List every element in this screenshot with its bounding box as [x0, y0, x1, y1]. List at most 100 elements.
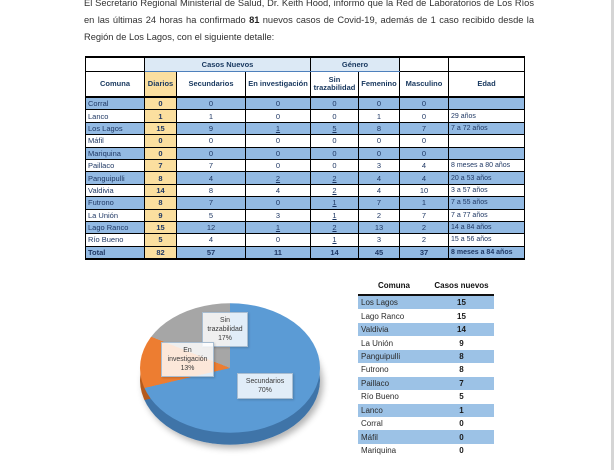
- cell-edad: 20 a 53 años: [448, 171, 526, 185]
- ranking-comuna: Panguipulli: [361, 351, 401, 361]
- cell-secundarios: 7: [176, 158, 246, 173]
- ranking-row: Lago Ranco 15: [358, 309, 494, 323]
- cell-secundarios: 8: [176, 183, 246, 198]
- cell-femenino: 0: [357, 146, 401, 160]
- ranking-casos: 8: [459, 351, 464, 361]
- ranking-casos: 15: [457, 311, 466, 321]
- ranking-header-casos: Casos nuevos: [434, 281, 489, 290]
- ranking-row: Paillaco 7: [358, 376, 494, 391]
- cell-masculino: 0: [399, 134, 450, 148]
- cell-masculino: 1: [399, 196, 450, 210]
- ranking-comuna: Río Bueno: [361, 392, 399, 402]
- ranking-comuna: Corral: [361, 419, 383, 429]
- cell-femenino: 4: [357, 171, 401, 185]
- cell-secundarios: 4: [176, 171, 246, 185]
- cell-masculino: 2: [399, 233, 450, 247]
- cell-edad: 15 a 56 años: [448, 233, 526, 247]
- table1-header-row: Comuna Diarios Secundarios En investigac…: [85, 71, 526, 98]
- cell-diarios: 8: [144, 196, 177, 210]
- cell-comuna: Lago Ranco: [85, 220, 145, 235]
- cell-masculino: 10: [399, 183, 450, 198]
- table1-row: La Unión 9 5 3 1 2 7 7 a 77 años: [85, 208, 526, 222]
- cell-secundarios: 5: [176, 208, 246, 222]
- table1-group-header-row: Casos Nuevos Género: [85, 56, 526, 72]
- intro-text-end: nuevos casos de Covid-19, además de 1 ca…: [84, 15, 535, 43]
- ranking-comuna: Mariquina: [361, 446, 397, 456]
- cell-edad: 7 a 72 años: [448, 121, 526, 136]
- cell-diarios: 15: [144, 121, 177, 136]
- cell-masculino: 0: [399, 109, 450, 123]
- cell-sin_trazabilidad: 1: [310, 208, 359, 222]
- ranking-casos: 15: [457, 298, 466, 308]
- cell-femenino: 2: [357, 208, 401, 222]
- cell-diarios: 0: [144, 134, 177, 148]
- cell-comuna: Futrono: [85, 196, 145, 210]
- cell-femenino: 0: [357, 96, 401, 111]
- cell-femenino: 8: [357, 121, 401, 136]
- ranking-comuna: Futrono: [361, 365, 389, 375]
- pie-label-text: En investigación: [167, 347, 208, 363]
- ranking-row: Río Bueno 5: [358, 390, 494, 404]
- col-header-diarios: Diarios: [144, 71, 177, 98]
- cell-diarios: 14: [144, 183, 177, 198]
- cell-edad: 8 meses a 80 años: [448, 158, 526, 173]
- table1-row: Paillaco 7 7 0 0 3 4 8 meses a 80 años: [85, 158, 526, 173]
- ranking-casos: 0: [459, 419, 464, 429]
- empty-cell: [448, 56, 526, 72]
- empty-corner-cell: [85, 56, 145, 72]
- pie-label-secundarios: Secundarios 70%: [237, 373, 293, 399]
- ranking-header-comuna: Comuna: [378, 281, 410, 290]
- cell-en_investigacion: 3: [245, 208, 311, 222]
- cell-en_investigacion: 2: [245, 171, 311, 185]
- group-header-genero: Género: [309, 56, 401, 72]
- cell-secundarios: 57: [176, 245, 246, 261]
- ranking-comuna: Lanco: [361, 405, 383, 415]
- ranking-row: Mariquina 0: [358, 443, 494, 458]
- cell-diarios: 9: [144, 208, 177, 222]
- cell-comuna: Corral: [85, 96, 145, 111]
- cell-sin_trazabilidad: 0: [310, 146, 359, 160]
- ranking-casos: 0: [459, 432, 464, 442]
- col-header-comuna: Comuna: [85, 71, 145, 98]
- cell-secundarios: 0: [176, 96, 246, 111]
- cell-diarios: 15: [144, 220, 177, 235]
- pie-label-text: Sin trazabilidad: [207, 317, 243, 333]
- cell-sin_trazabilidad: 0: [310, 134, 359, 148]
- cell-femenino: 0: [357, 134, 401, 148]
- cell-secundarios: 1: [176, 109, 246, 123]
- ranking-comuna: Paillaco: [361, 378, 390, 388]
- cell-sin_trazabilidad: 2: [310, 171, 359, 185]
- cell-edad: [448, 146, 526, 160]
- cell-femenino: 3: [357, 233, 401, 247]
- ranking-row: Máfil 0: [358, 430, 494, 444]
- cell-masculino: 37: [399, 245, 450, 261]
- cell-comuna: Mariquina: [85, 146, 145, 160]
- cell-diarios: 5: [144, 233, 177, 247]
- cell-femenino: 45: [357, 245, 401, 261]
- cell-edad: [448, 96, 526, 111]
- pie-label-pct: 13%: [180, 365, 195, 372]
- table1-row: Río Bueno 5 4 0 1 3 2 15 a 56 años: [85, 233, 526, 247]
- cell-comuna: Máfil: [85, 134, 145, 148]
- ranking-casos: 7: [459, 378, 464, 388]
- pie-label-pct: 17%: [218, 335, 232, 342]
- col-header-sin-trazabilidad: Sin trazabilidad: [310, 71, 359, 98]
- cell-comuna: La Unión: [85, 208, 145, 222]
- empty-cell: [399, 56, 450, 72]
- cell-comuna: Río Bueno: [85, 233, 145, 247]
- cell-diarios: 7: [144, 158, 177, 173]
- table1-row: Corral 0 0 0 0 0 0: [85, 96, 526, 111]
- ranking-row: Corral 0: [358, 416, 494, 431]
- cell-secundarios: 9: [176, 121, 246, 136]
- table1-row: Panguipulli 8 4 2 2 4 4 20 a 53 años: [85, 171, 526, 185]
- cell-masculino: 7: [399, 121, 450, 136]
- cell-secundarios: 7: [176, 196, 246, 210]
- col-header-edad: Edad: [448, 71, 526, 98]
- ranking-row: Panguipulli 8: [358, 349, 494, 364]
- ranking-comuna: Valdivia: [361, 325, 389, 335]
- ranking-table: Comuna Casos nuevos Los Lagos 15 Lago Ranc…: [358, 277, 494, 458]
- cell-comuna: Lanco: [85, 109, 145, 123]
- cell-en_investigacion: 0: [245, 96, 311, 111]
- cell-comuna: Total: [85, 245, 145, 261]
- cell-en_investigacion: 4: [245, 183, 311, 198]
